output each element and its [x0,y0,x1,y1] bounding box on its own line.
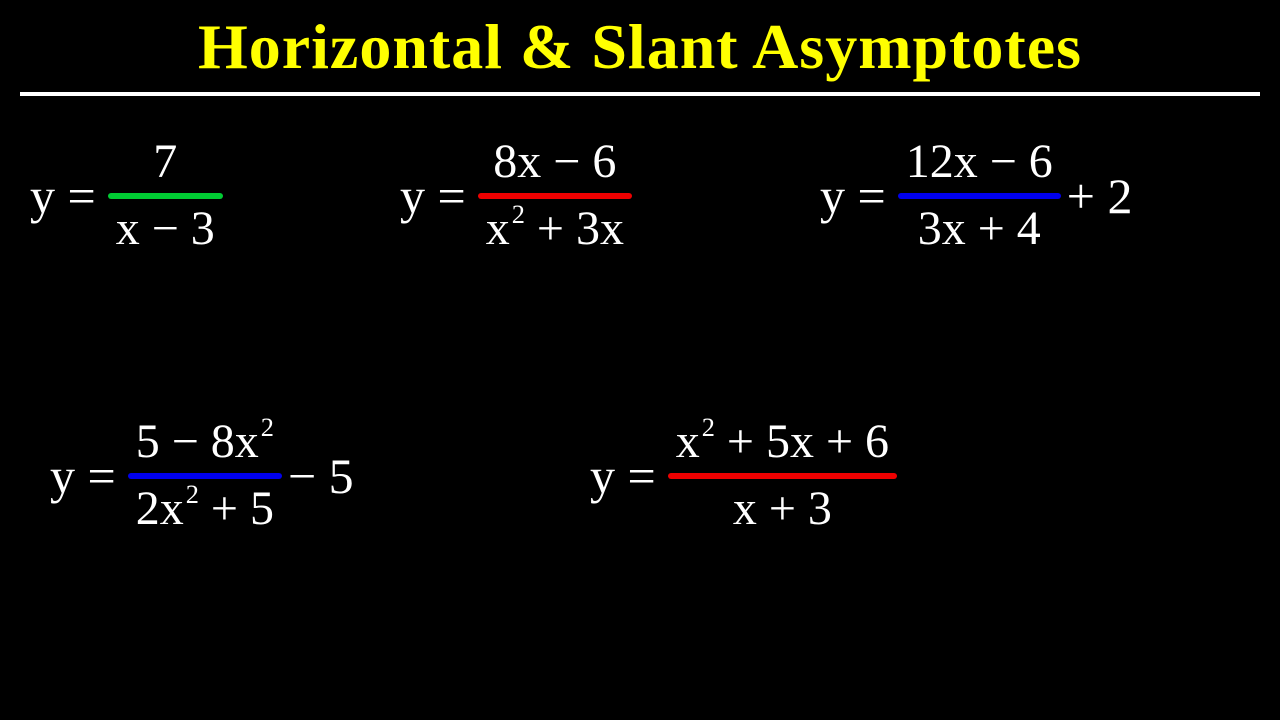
eq5-bar [668,473,897,479]
equation-2: y = 8x − 6 x2 + 3x [400,136,632,256]
eq1-denominator: x − 3 [108,203,223,256]
eq3-denominator: 3x + 4 [910,203,1049,256]
eq4-tail: − 5 [288,447,354,505]
eq1-numerator: 7 [145,136,185,189]
eq3-tail: + 2 [1067,167,1133,225]
eq3-lhs: y = [820,167,886,225]
eq3-numerator: 12x − 6 [898,136,1061,189]
eq1-lhs: y = [30,167,96,225]
page-title: Horizontal & Slant Asymptotes [0,0,1280,84]
eq2-lhs: y = [400,167,466,225]
eq4-lhs: y = [50,447,116,505]
eq3-bar [898,193,1061,199]
equation-1: y = 7 x − 3 [30,136,223,256]
eq2-bar [478,193,632,199]
eq2-denominator: x2 + 3x [478,203,632,256]
eq3-fraction: 12x − 6 3x + 4 [898,136,1061,256]
eq2-numerator: 8x − 6 [485,136,624,189]
eq4-bar [128,473,282,479]
eq5-fraction: x2 + 5x + 6 x + 3 [668,416,897,536]
eq4-fraction: 5 − 8x2 2x2 + 5 [128,416,282,536]
eq4-denominator: 2x2 + 5 [128,483,282,536]
equation-5: y = x2 + 5x + 6 x + 3 [590,416,897,536]
eq5-lhs: y = [590,447,656,505]
eq4-numerator: 5 − 8x2 [128,416,282,469]
eq5-denominator: x + 3 [725,483,840,536]
equation-3: y = 12x − 6 3x + 4 + 2 [820,136,1132,256]
eq5-numerator: x2 + 5x + 6 [668,416,897,469]
eq2-fraction: 8x − 6 x2 + 3x [478,136,632,256]
eq1-bar [108,193,223,199]
equation-4: y = 5 − 8x2 2x2 + 5 − 5 [50,416,354,536]
eq1-fraction: 7 x − 3 [108,136,223,256]
equations-area: y = 7 x − 3 y = 8x − 6 x2 + 3x y = 12x −… [0,96,1280,696]
